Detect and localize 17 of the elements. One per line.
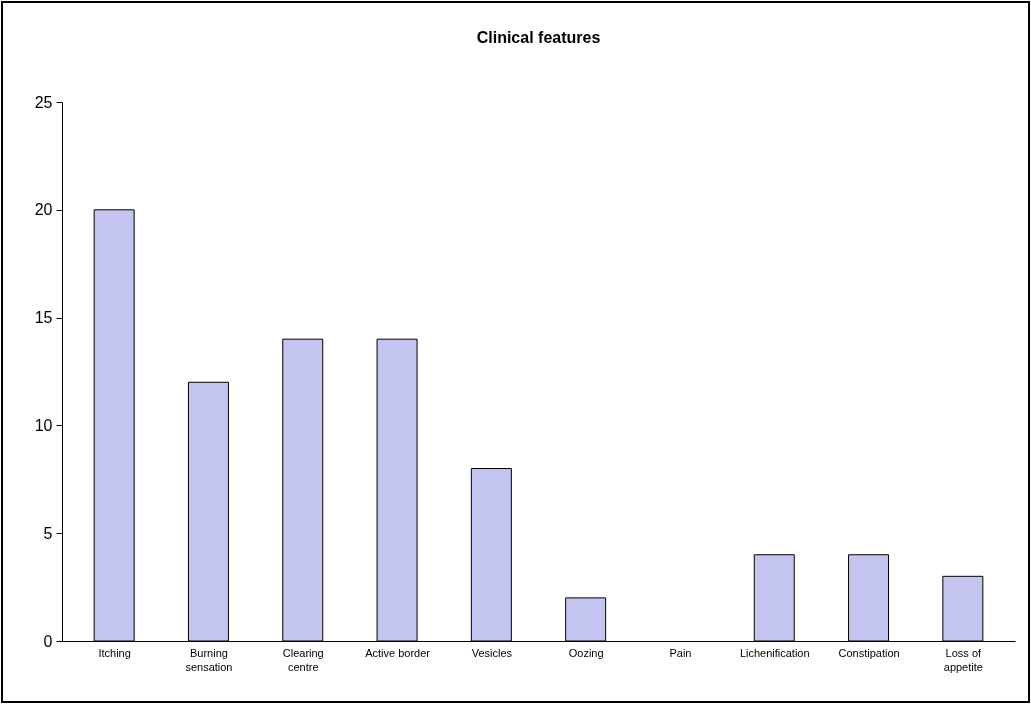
y-tick-label: 5 xyxy=(43,524,53,542)
y-tick-label: 20 xyxy=(34,201,53,219)
x-tick-label: Constipation xyxy=(838,646,900,659)
x-tick-label: Pain xyxy=(669,646,692,659)
y-tick-label: 25 xyxy=(34,93,53,111)
x-tick-label: Clearing centre xyxy=(282,646,324,673)
x-tick-label: Active border xyxy=(365,646,431,659)
x-tick-label: Vesicles xyxy=(471,646,513,659)
x-tick-label: Oozing xyxy=(568,646,604,659)
y-tick-label: 10 xyxy=(34,416,53,434)
chart-title: Clinical features xyxy=(476,29,601,46)
y-tick-label: 15 xyxy=(34,309,53,327)
x-tick-label: Lichenification xyxy=(739,646,810,659)
x-tick-label: Burning sensation xyxy=(185,646,233,673)
y-tick-label: 0 xyxy=(43,632,53,650)
x-tick-label: Itching xyxy=(98,646,131,659)
x-tick-label: Loss of appetite xyxy=(943,646,983,673)
